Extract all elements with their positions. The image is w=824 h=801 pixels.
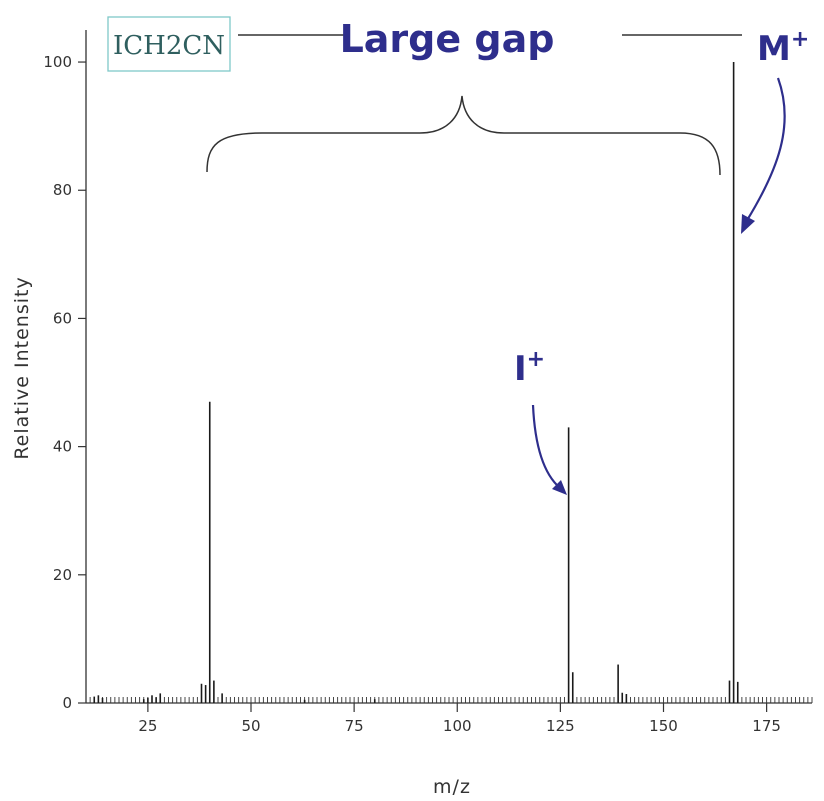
y-tick-label: 0 xyxy=(62,694,72,712)
molecular-ion-plus: + xyxy=(791,27,809,52)
y-tick-label: 60 xyxy=(53,309,72,327)
x-tick-label: 150 xyxy=(649,717,678,735)
x-tick-label: 75 xyxy=(345,717,364,735)
spectrum-peaks xyxy=(93,62,739,703)
gap-brace xyxy=(206,95,721,176)
y-tick-label: 40 xyxy=(53,438,72,456)
x-tick-label: 50 xyxy=(241,717,260,735)
molecular-ion-arrowhead xyxy=(741,214,755,234)
iodine-ion-plus: + xyxy=(527,347,545,372)
x-major-ticks: 25 50 75 100 125 150 175 xyxy=(138,703,781,735)
x-minor-ticks xyxy=(85,697,813,703)
x-tick-label: 25 xyxy=(138,717,157,735)
x-tick-label: 100 xyxy=(443,717,472,735)
iodine-ion-label: I+ xyxy=(514,347,545,389)
y-major-ticks: 0 20 40 60 80 100 xyxy=(43,53,86,712)
molecular-ion-arrow xyxy=(745,77,786,223)
x-tick-label: 125 xyxy=(546,717,575,735)
compound-label: ICH2CN xyxy=(113,31,225,61)
x-tick-label: 175 xyxy=(752,717,781,735)
x-axis-title: m/z xyxy=(433,776,471,798)
iodine-ion-arrow xyxy=(531,404,561,489)
molecular-ion-label: M+ xyxy=(757,27,809,69)
axes xyxy=(85,30,812,704)
gap-label: Large gap xyxy=(340,17,555,61)
y-tick-label: 20 xyxy=(53,566,72,584)
iodine-ion-arrowhead xyxy=(552,480,567,495)
y-tick-label: 80 xyxy=(53,181,72,199)
y-axis-title: Relative Intensity xyxy=(11,276,33,459)
compound-label-box xyxy=(107,16,231,72)
y-tick-label: 100 xyxy=(43,53,72,71)
